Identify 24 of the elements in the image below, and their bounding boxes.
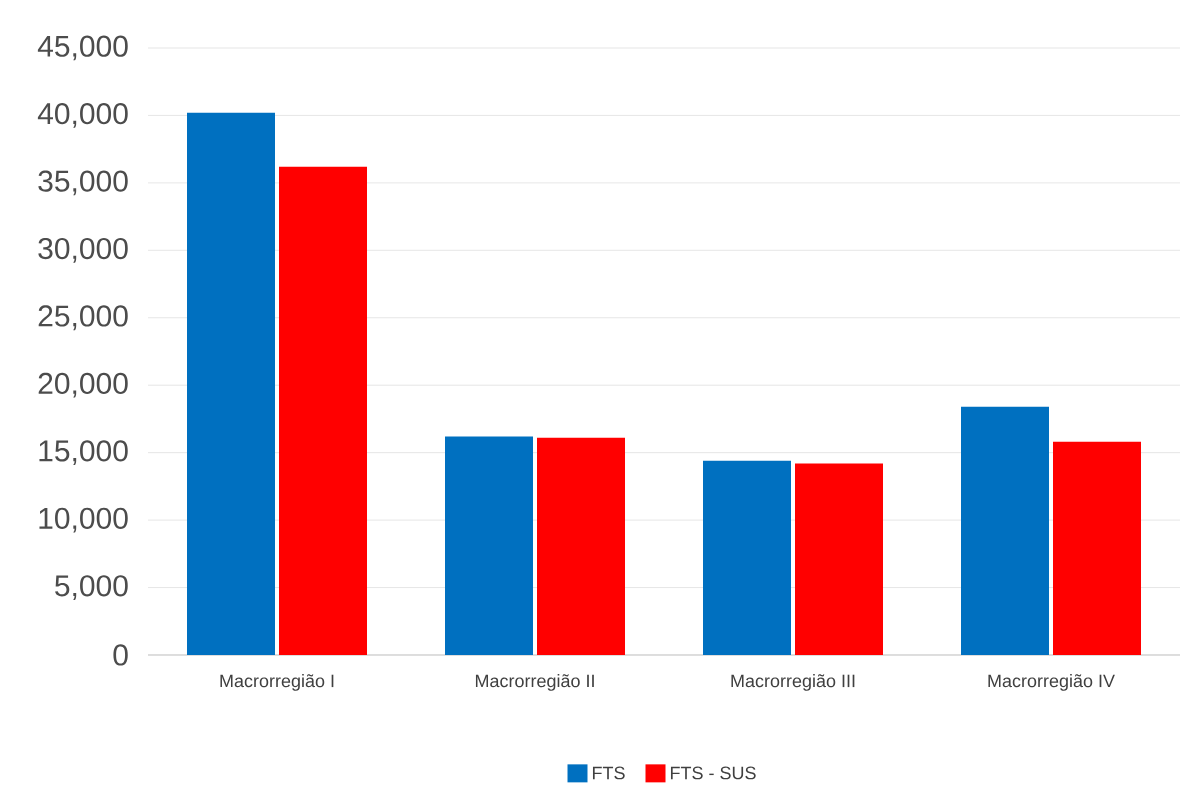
y-tick-label: 45,000 <box>37 35 128 61</box>
y-tick-label: 25,000 <box>38 305 128 331</box>
y-tick-label: 10,000 <box>39 507 128 533</box>
legend-label: FTS <box>592 766 625 780</box>
legend-label: FTS - SUS <box>670 766 756 780</box>
y-tick-label: 40,000 <box>37 103 128 128</box>
y-tick-label: 20,000 <box>38 372 128 398</box>
y-tick-label: 35,000 <box>38 170 128 196</box>
bar <box>445 436 533 655</box>
y-tick-label: 5,000 <box>55 575 128 600</box>
x-tick-label: Macrorregião I <box>220 674 334 691</box>
bar <box>1053 441 1141 655</box>
bar <box>703 460 791 655</box>
x-tick-label: Macrorregião II <box>475 674 594 691</box>
y-tick-label: 15,000 <box>39 440 128 466</box>
bar <box>537 437 626 655</box>
bar <box>961 406 1049 655</box>
bar <box>279 166 368 655</box>
bar <box>795 463 883 655</box>
y-tick-label: 0 <box>113 644 128 666</box>
y-tick-label: 30,000 <box>38 237 128 263</box>
x-tick-label: Macrorregião III <box>731 674 855 691</box>
x-tick-label: Macrorregião IV <box>988 674 1115 691</box>
bar <box>187 112 275 655</box>
